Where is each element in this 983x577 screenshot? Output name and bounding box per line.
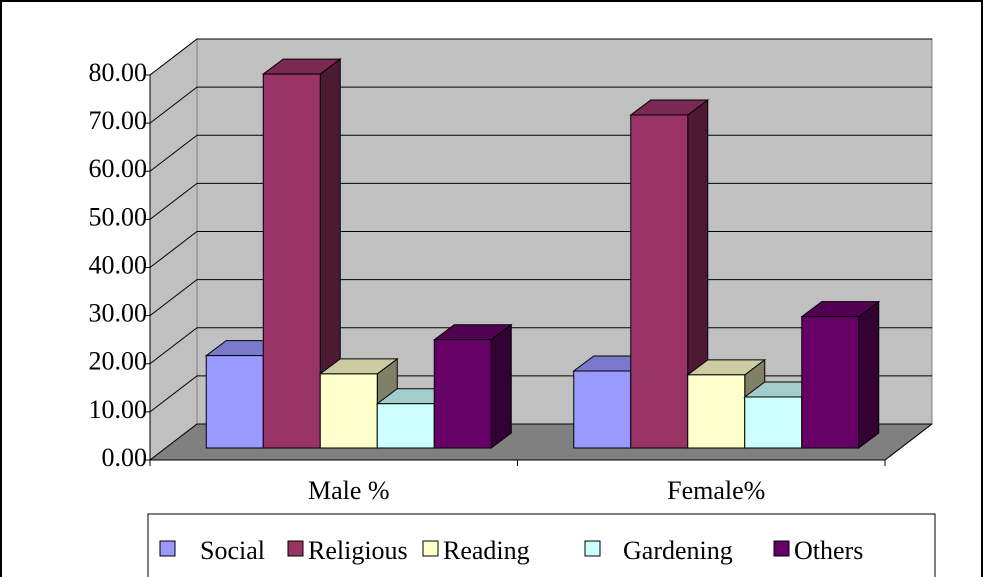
legend-label: Reading [443,536,530,565]
y-tick-label: 50.00 [89,202,148,231]
y-tick-label: 30.00 [89,299,148,328]
legend-marker [773,540,790,557]
legend-marker [287,540,304,557]
grid-line [149,38,932,76]
legend-label: Gardening [623,536,733,565]
x-tick-label: Male % [308,476,390,505]
bar [744,396,803,449]
legend-marker [422,540,439,557]
bar [262,73,321,449]
y-tick-label: 80.00 [89,58,148,87]
legend-box [147,513,936,577]
y-tick-label: 40.00 [89,250,148,279]
legend-marker [159,540,176,557]
bar [319,373,378,449]
bar [630,114,689,449]
legend-label: Religious [308,536,408,565]
bar [433,339,492,449]
bar [573,370,632,449]
bar [376,403,435,449]
legend-label: Others [794,536,863,565]
legend-label: Social [200,536,265,565]
y-tick-label: 0.00 [102,443,148,472]
floor-edge [884,423,933,461]
y-tick-label: 70.00 [89,106,148,135]
bar-side [858,300,880,449]
bar [205,355,264,449]
grid-line [149,86,932,124]
y-tick-label: 60.00 [89,154,148,183]
x-tick-label: Female% [667,476,765,505]
bar [687,374,746,449]
y-tick-label: 10.00 [89,395,148,424]
legend-marker [584,540,601,557]
bar [801,316,860,449]
y-tick-label: 20.00 [89,347,148,376]
bar-side [490,323,512,449]
